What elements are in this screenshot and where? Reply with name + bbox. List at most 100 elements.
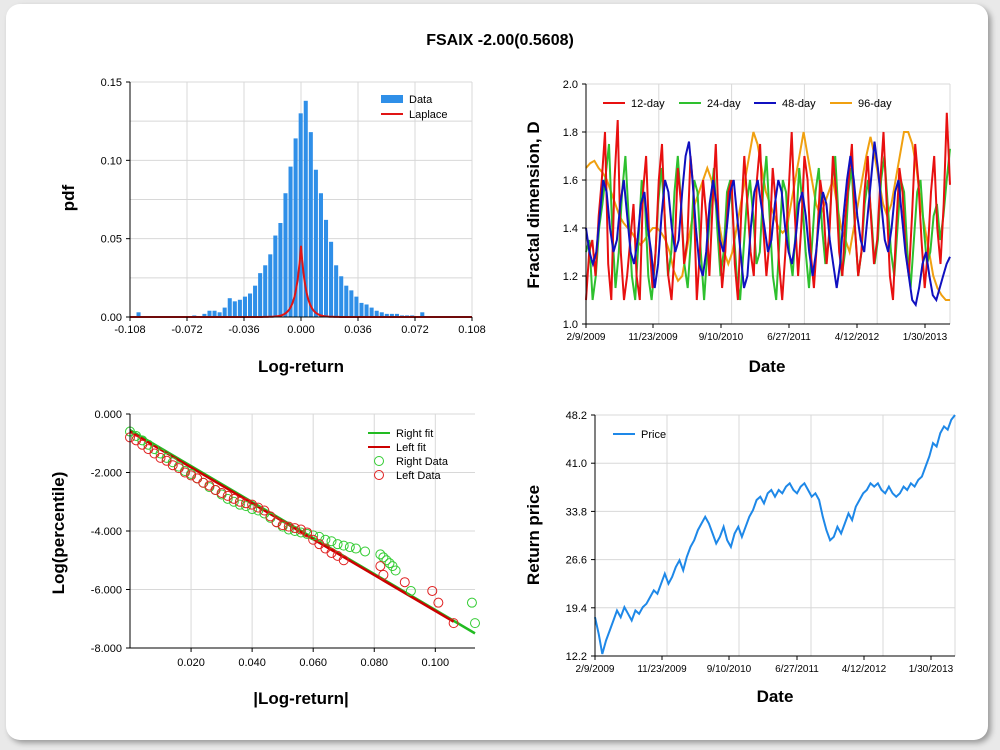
histogram-bar — [202, 313, 207, 317]
left-data-point — [283, 521, 294, 532]
right-data-point — [405, 585, 416, 596]
histogram-bar — [207, 310, 212, 317]
legend: Data Laplace — [381, 94, 448, 121]
legend-label: 48-day — [782, 98, 816, 110]
x-tick-label: -0.108 — [114, 324, 145, 336]
y-axis-label: pdf — [59, 184, 78, 211]
x-tick-label: 0.036 — [344, 324, 372, 336]
left-data-point — [375, 561, 386, 572]
figure-frame — [6, 4, 988, 740]
legend: 12-day 24-day 48-day 96-day — [603, 98, 892, 110]
x-tick-label: 0.040 — [238, 657, 266, 669]
x-axis-label: |Log-return| — [253, 689, 348, 708]
histogram-bar — [329, 241, 334, 317]
histogram-bar — [349, 290, 354, 317]
right-data-point — [338, 540, 349, 551]
x-tick-label: 0.080 — [360, 657, 388, 669]
left-data-point — [271, 517, 282, 528]
right-data-point — [253, 505, 264, 516]
x-axis-label: Date — [749, 357, 786, 376]
histogram-bar — [379, 312, 384, 317]
histogram-bar — [227, 298, 232, 317]
histogram-bar — [339, 276, 344, 317]
right-data-point — [381, 555, 392, 566]
legend-label: Left Data — [396, 470, 442, 482]
left-data-point — [448, 618, 459, 629]
left-fit-line — [129, 430, 455, 623]
left-data-point — [234, 496, 245, 507]
left-data-point — [277, 520, 288, 531]
x-tick-label: 1/30/2013 — [909, 664, 954, 675]
legend-label: Price — [641, 429, 666, 441]
y-tick-label: 48.2 — [566, 410, 587, 422]
left-data-point — [295, 524, 306, 535]
x-tick-label: 0.060 — [299, 657, 327, 669]
x-tick-label: 1/30/2013 — [903, 332, 948, 343]
y-tick-label: 1.6 — [563, 175, 578, 187]
page-title: FSAIX -2.00(0.5608) — [426, 32, 574, 49]
y-tick-label: -4.000 — [91, 526, 122, 538]
y-tick-label: 19.4 — [566, 603, 587, 615]
y-tick-label: 0.15 — [101, 77, 122, 89]
right-data-point — [344, 542, 355, 553]
right-data-point — [378, 552, 389, 563]
left-data-point — [222, 490, 233, 501]
x-tick-label: 9/10/2010 — [707, 664, 752, 675]
right-data-point — [326, 536, 337, 547]
right-data-point — [247, 504, 258, 515]
legend: Right fit Left fit Right Data Left Data — [368, 428, 449, 482]
right-data-point — [350, 543, 361, 554]
histogram-bar — [394, 313, 399, 317]
left-data-point — [155, 452, 166, 463]
y-tick-label: 0.000 — [94, 409, 122, 421]
histogram-bar — [247, 293, 253, 317]
right-data-point — [228, 496, 239, 507]
x-tick-label: 4/12/2012 — [835, 332, 880, 343]
y-tick-label: 2.0 — [563, 79, 578, 91]
histogram-bar — [374, 310, 379, 317]
y-tick-label: 33.8 — [566, 506, 587, 518]
histogram-bar — [288, 166, 293, 317]
left-data-point — [399, 577, 410, 588]
histogram-bar — [334, 265, 339, 317]
left-data-point — [338, 555, 349, 566]
histogram-bar — [389, 313, 394, 317]
legend-label: 12-day — [631, 98, 665, 110]
histogram-bar — [253, 285, 258, 317]
histogram-bar — [303, 100, 308, 317]
right-data-point — [466, 597, 477, 608]
x-tick-label: 0.108 — [458, 324, 486, 336]
legend-label: 96-day — [858, 98, 892, 110]
legend: Price — [613, 429, 666, 441]
legend-label: Data — [409, 94, 433, 106]
y-tick-label: 41.0 — [566, 458, 587, 470]
x-axis-label: Log-return — [258, 357, 344, 376]
legend-swatch — [374, 456, 384, 466]
histogram-bar — [364, 304, 369, 317]
x-tick-label: 0.000 — [287, 324, 315, 336]
histogram-bar — [420, 312, 425, 317]
x-tick-label: 0.020 — [177, 657, 205, 669]
left-data-point — [253, 502, 264, 513]
x-tick-label: 2/9/2009 — [576, 664, 615, 675]
legend-label: Laplace — [409, 109, 448, 121]
left-data-point — [326, 547, 337, 558]
left-data-point — [228, 493, 239, 504]
x-tick-label: 9/10/2010 — [699, 332, 744, 343]
series-line-48-day — [585, 141, 951, 308]
legend-label: Right fit — [396, 428, 433, 440]
series-line-24-day — [585, 143, 951, 301]
legend-label: 24-day — [707, 98, 741, 110]
y-tick-label: 26.6 — [566, 555, 587, 567]
right-data-point — [470, 618, 480, 629]
legend-label: Right Data — [396, 456, 449, 468]
histogram-bar — [268, 254, 273, 317]
x-tick-label: 6/27/2011 — [767, 332, 811, 343]
y-tick-label: 12.2 — [566, 651, 587, 663]
histogram-bar — [293, 138, 298, 317]
histogram-bar — [217, 312, 222, 317]
left-data-point — [216, 487, 227, 498]
fractal-dimension-panel: 2/9/2009 11/23/2009 9/10/2010 6/27/2011 4/12… — [524, 79, 951, 376]
x-tick-label: -0.072 — [171, 324, 202, 336]
left-data-point — [427, 585, 438, 596]
